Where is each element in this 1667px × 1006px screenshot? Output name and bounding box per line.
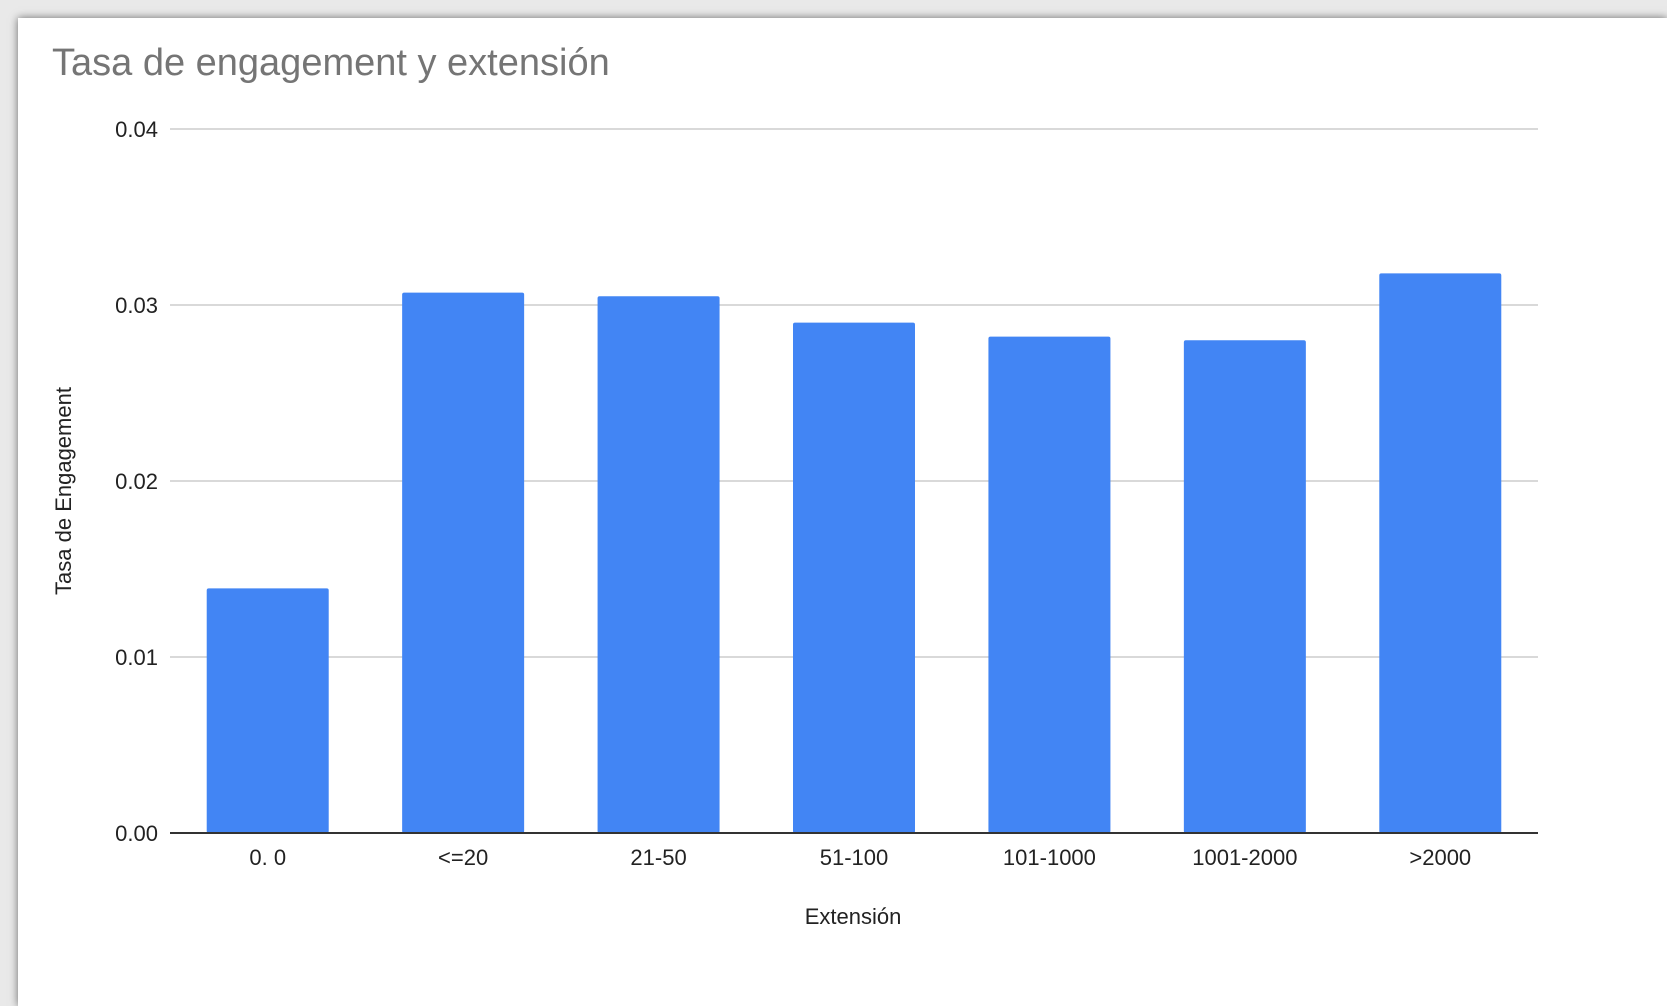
bar (1183, 340, 1306, 833)
y-tick-label: 0.00 (115, 821, 158, 846)
x-tick-label: 1001-2000 (1192, 845, 1297, 870)
x-axis-title: Extensión (805, 904, 902, 929)
x-tick-label: 21-50 (630, 845, 686, 870)
bars (206, 273, 1502, 833)
x-tick-label: 101-1000 (1003, 845, 1096, 870)
bar-chart: Tasa de engagement y extensión 0.000.010… (51, 42, 1538, 929)
y-tick-label: 0.03 (115, 293, 158, 318)
x-tick-label: >2000 (1409, 845, 1471, 870)
bar (597, 296, 720, 833)
x-tick-label: <=20 (438, 845, 488, 870)
bar (402, 292, 525, 833)
x-tick-label: 51-100 (820, 845, 889, 870)
bar (206, 588, 329, 833)
bar (988, 336, 1111, 833)
y-tick-label: 0.01 (115, 645, 158, 670)
chart-title: Tasa de engagement y extensión (52, 42, 610, 84)
bar (793, 322, 915, 833)
y-axis-title: Tasa de Engagement (51, 387, 76, 595)
x-tick-label: 0. 0 (249, 845, 286, 870)
y-tick-label: 0.02 (115, 469, 158, 494)
bar (1379, 273, 1502, 833)
y-axis-ticks: 0.00 0.01 0.02 0.03 0.04 (115, 117, 158, 846)
x-axis-ticks: 0. 0 <=20 21-50 51-100 101-1000 1001-2000 >200… (249, 845, 1471, 870)
y-tick-label: 0.04 (115, 117, 158, 142)
chart-card: Tasa de engagement y extensión 0.00 0.01 0… (18, 18, 1667, 1006)
